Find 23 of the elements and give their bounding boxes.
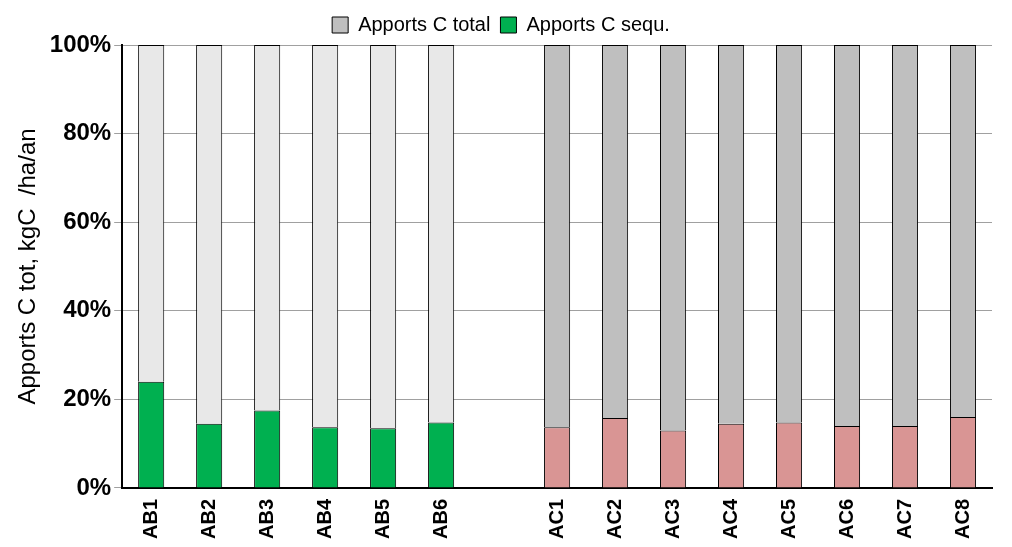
y-tick-label: 100%	[49, 29, 112, 57]
x-tick-label: AC1	[544, 498, 567, 540]
x-tick-label: AB4	[312, 498, 335, 540]
x-tick-label: AB1	[138, 498, 161, 540]
x-tick-label: AB6	[428, 498, 451, 540]
y-tick-label: 40%	[63, 295, 112, 323]
x-tick-label: AC8	[950, 498, 973, 540]
legend-label: Apports C total	[358, 12, 491, 35]
x-tick-label: AB2	[196, 498, 219, 540]
y-tick-label: 80%	[63, 118, 112, 146]
y-axis-title: Apports C tot, kgC /ha/an	[13, 128, 41, 405]
x-tick-label: AC5	[776, 498, 799, 540]
x-tick-label: AC3	[660, 498, 683, 540]
x-tick-label: AC6	[834, 498, 857, 540]
y-tick-label: 60%	[63, 206, 112, 234]
legend-label: Apports C sequ.	[526, 12, 670, 35]
x-tick-label: AC2	[602, 498, 625, 540]
x-tick-label: AB3	[254, 498, 277, 540]
x-tick-label: AC4	[718, 498, 741, 540]
x-tick-label: AC7	[892, 498, 915, 540]
y-tick-label: 20%	[63, 384, 112, 412]
y-tick-label: 0%	[76, 472, 112, 500]
x-tick-label: AB5	[370, 498, 393, 540]
